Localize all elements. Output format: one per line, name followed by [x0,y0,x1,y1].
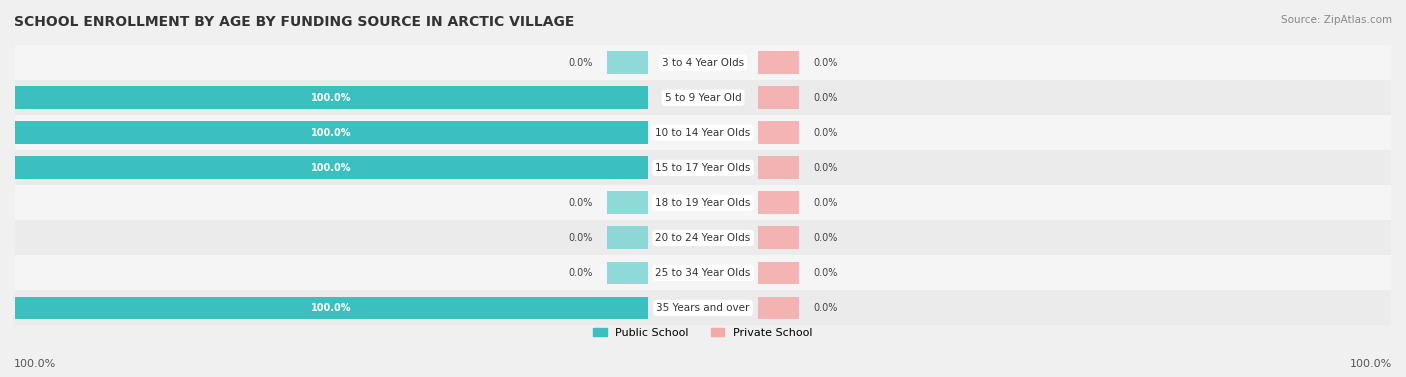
Text: 35 Years and over: 35 Years and over [657,303,749,313]
Bar [606,192,648,214]
Text: SCHOOL ENROLLMENT BY AGE BY FUNDING SOURCE IN ARCTIC VILLAGE: SCHOOL ENROLLMENT BY AGE BY FUNDING SOUR… [14,15,575,29]
Text: 10 to 14 Year Olds: 10 to 14 Year Olds [655,128,751,138]
Legend: Public School, Private School: Public School, Private School [589,323,817,342]
Bar [15,150,1391,185]
Text: 0.0%: 0.0% [813,233,838,243]
Bar [15,86,648,109]
Text: 0.0%: 0.0% [813,303,838,313]
Text: 0.0%: 0.0% [568,58,593,68]
Bar [606,227,648,249]
Text: 0.0%: 0.0% [813,93,838,103]
Text: 0.0%: 0.0% [813,198,838,208]
Text: 100.0%: 100.0% [311,128,352,138]
Text: 0.0%: 0.0% [813,268,838,278]
Bar [758,227,800,249]
Bar [758,51,800,74]
Text: 0.0%: 0.0% [813,128,838,138]
Bar [15,156,648,179]
Text: 3 to 4 Year Olds: 3 to 4 Year Olds [662,58,744,68]
Bar [15,121,648,144]
Bar [758,192,800,214]
Bar [15,45,1391,80]
Bar [15,290,1391,325]
Bar [758,121,800,144]
Bar [15,80,1391,115]
Text: 100.0%: 100.0% [311,93,352,103]
Bar [758,156,800,179]
Text: 0.0%: 0.0% [813,58,838,68]
Text: 100.0%: 100.0% [311,163,352,173]
Bar [606,51,648,74]
Bar [15,255,1391,290]
Text: 5 to 9 Year Old: 5 to 9 Year Old [665,93,741,103]
Text: 100.0%: 100.0% [1350,359,1392,369]
Text: 0.0%: 0.0% [813,163,838,173]
Text: 15 to 17 Year Olds: 15 to 17 Year Olds [655,163,751,173]
Text: 20 to 24 Year Olds: 20 to 24 Year Olds [655,233,751,243]
Text: 100.0%: 100.0% [311,303,352,313]
Bar [758,262,800,284]
Bar [606,262,648,284]
Text: 0.0%: 0.0% [568,198,593,208]
Text: 0.0%: 0.0% [568,268,593,278]
Bar [15,297,648,319]
Bar [758,86,800,109]
Bar [15,115,1391,150]
Text: 100.0%: 100.0% [14,359,56,369]
Bar [15,185,1391,221]
Text: 0.0%: 0.0% [568,233,593,243]
Text: 18 to 19 Year Olds: 18 to 19 Year Olds [655,198,751,208]
Bar [758,297,800,319]
Bar [15,221,1391,255]
Text: 25 to 34 Year Olds: 25 to 34 Year Olds [655,268,751,278]
Text: Source: ZipAtlas.com: Source: ZipAtlas.com [1281,15,1392,25]
